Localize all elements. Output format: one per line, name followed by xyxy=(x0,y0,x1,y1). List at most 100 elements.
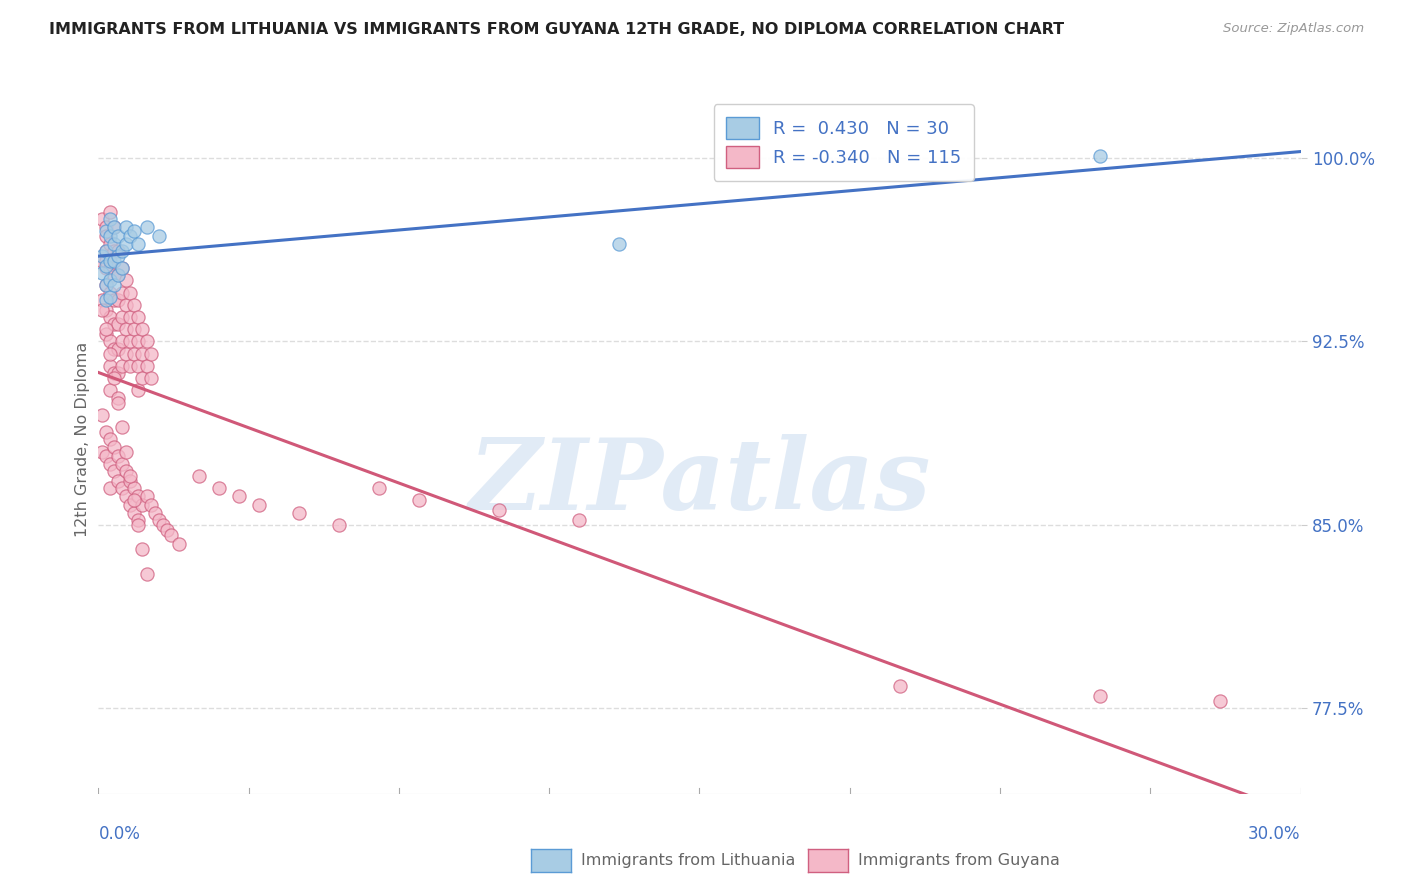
Text: 0.0%: 0.0% xyxy=(98,825,141,843)
Point xyxy=(111,420,134,434)
Point xyxy=(139,371,162,385)
Point xyxy=(107,391,129,405)
Point xyxy=(568,513,591,527)
Point xyxy=(135,334,157,349)
Point xyxy=(128,334,150,349)
Text: IMMIGRANTS FROM LITHUANIA VS IMMIGRANTS FROM GUYANA 12TH GRADE, NO DIPLOMA CORRE: IMMIGRANTS FROM LITHUANIA VS IMMIGRANTS … xyxy=(49,22,1064,37)
Point xyxy=(103,366,125,380)
Point xyxy=(91,408,114,422)
Point xyxy=(100,359,122,373)
Point xyxy=(247,499,270,513)
Text: Immigrants from Lithuania: Immigrants from Lithuania xyxy=(581,854,794,868)
Point xyxy=(408,493,430,508)
Point xyxy=(120,359,142,373)
Point xyxy=(103,236,125,251)
Point xyxy=(96,278,118,293)
Point xyxy=(128,384,150,398)
Point xyxy=(228,489,250,503)
Point xyxy=(103,371,125,385)
Point xyxy=(155,523,177,537)
Point xyxy=(107,450,129,464)
Point xyxy=(100,334,122,349)
Y-axis label: 12th Grade, No Diploma: 12th Grade, No Diploma xyxy=(75,342,90,537)
Point xyxy=(100,291,122,305)
Point xyxy=(120,474,142,488)
Point xyxy=(128,236,150,251)
Point xyxy=(208,481,231,495)
Point xyxy=(115,298,138,312)
Point xyxy=(148,229,170,244)
Point xyxy=(100,253,122,268)
Point xyxy=(135,219,157,234)
Point xyxy=(368,481,391,495)
Point xyxy=(120,310,142,324)
Point xyxy=(167,537,190,551)
Point xyxy=(96,261,118,276)
Point xyxy=(91,212,114,227)
Point xyxy=(111,310,134,324)
Point xyxy=(103,268,125,283)
Point xyxy=(100,481,122,495)
Point xyxy=(120,334,142,349)
Point xyxy=(100,229,122,244)
Point xyxy=(111,481,134,495)
Point xyxy=(111,244,134,258)
Point xyxy=(107,366,129,380)
Point xyxy=(96,425,118,439)
Point xyxy=(107,229,129,244)
Point xyxy=(96,293,118,307)
Point xyxy=(91,444,114,458)
Point xyxy=(124,481,146,495)
Point xyxy=(131,499,153,513)
Point xyxy=(107,342,129,356)
Point xyxy=(124,493,146,508)
Point xyxy=(111,261,134,276)
Point xyxy=(111,261,134,276)
Point xyxy=(115,322,138,336)
Point xyxy=(115,219,138,234)
Point xyxy=(107,249,129,263)
Point xyxy=(609,236,631,251)
Point xyxy=(96,450,118,464)
Point xyxy=(128,489,150,503)
Point xyxy=(103,219,125,234)
Point xyxy=(96,224,118,238)
Point xyxy=(120,499,142,513)
Point xyxy=(107,268,129,283)
Point xyxy=(120,469,142,483)
Point xyxy=(889,679,911,693)
Point xyxy=(128,517,150,532)
Point xyxy=(120,229,142,244)
Point xyxy=(100,285,122,300)
Text: Source: ZipAtlas.com: Source: ZipAtlas.com xyxy=(1223,22,1364,36)
Point xyxy=(115,347,138,361)
Point xyxy=(135,566,157,581)
Point xyxy=(107,293,129,307)
Point xyxy=(111,285,134,300)
Point xyxy=(124,298,146,312)
Point xyxy=(96,322,118,336)
Point xyxy=(128,310,150,324)
Point xyxy=(1209,694,1232,708)
Point xyxy=(100,212,122,227)
Point xyxy=(96,327,118,342)
Point xyxy=(124,224,146,238)
Point xyxy=(91,302,114,317)
Point xyxy=(120,285,142,300)
Point xyxy=(111,334,134,349)
Point xyxy=(103,464,125,478)
Point xyxy=(91,249,114,263)
Point xyxy=(107,474,129,488)
Text: Immigrants from Guyana: Immigrants from Guyana xyxy=(858,854,1060,868)
Point xyxy=(96,278,118,293)
Point xyxy=(103,342,125,356)
Point xyxy=(91,253,114,268)
Point xyxy=(131,347,153,361)
Point xyxy=(135,489,157,503)
Point xyxy=(96,244,118,258)
Point xyxy=(103,293,125,307)
Point xyxy=(100,432,122,446)
Point xyxy=(111,457,134,471)
Point xyxy=(103,278,125,293)
Point xyxy=(107,318,129,332)
